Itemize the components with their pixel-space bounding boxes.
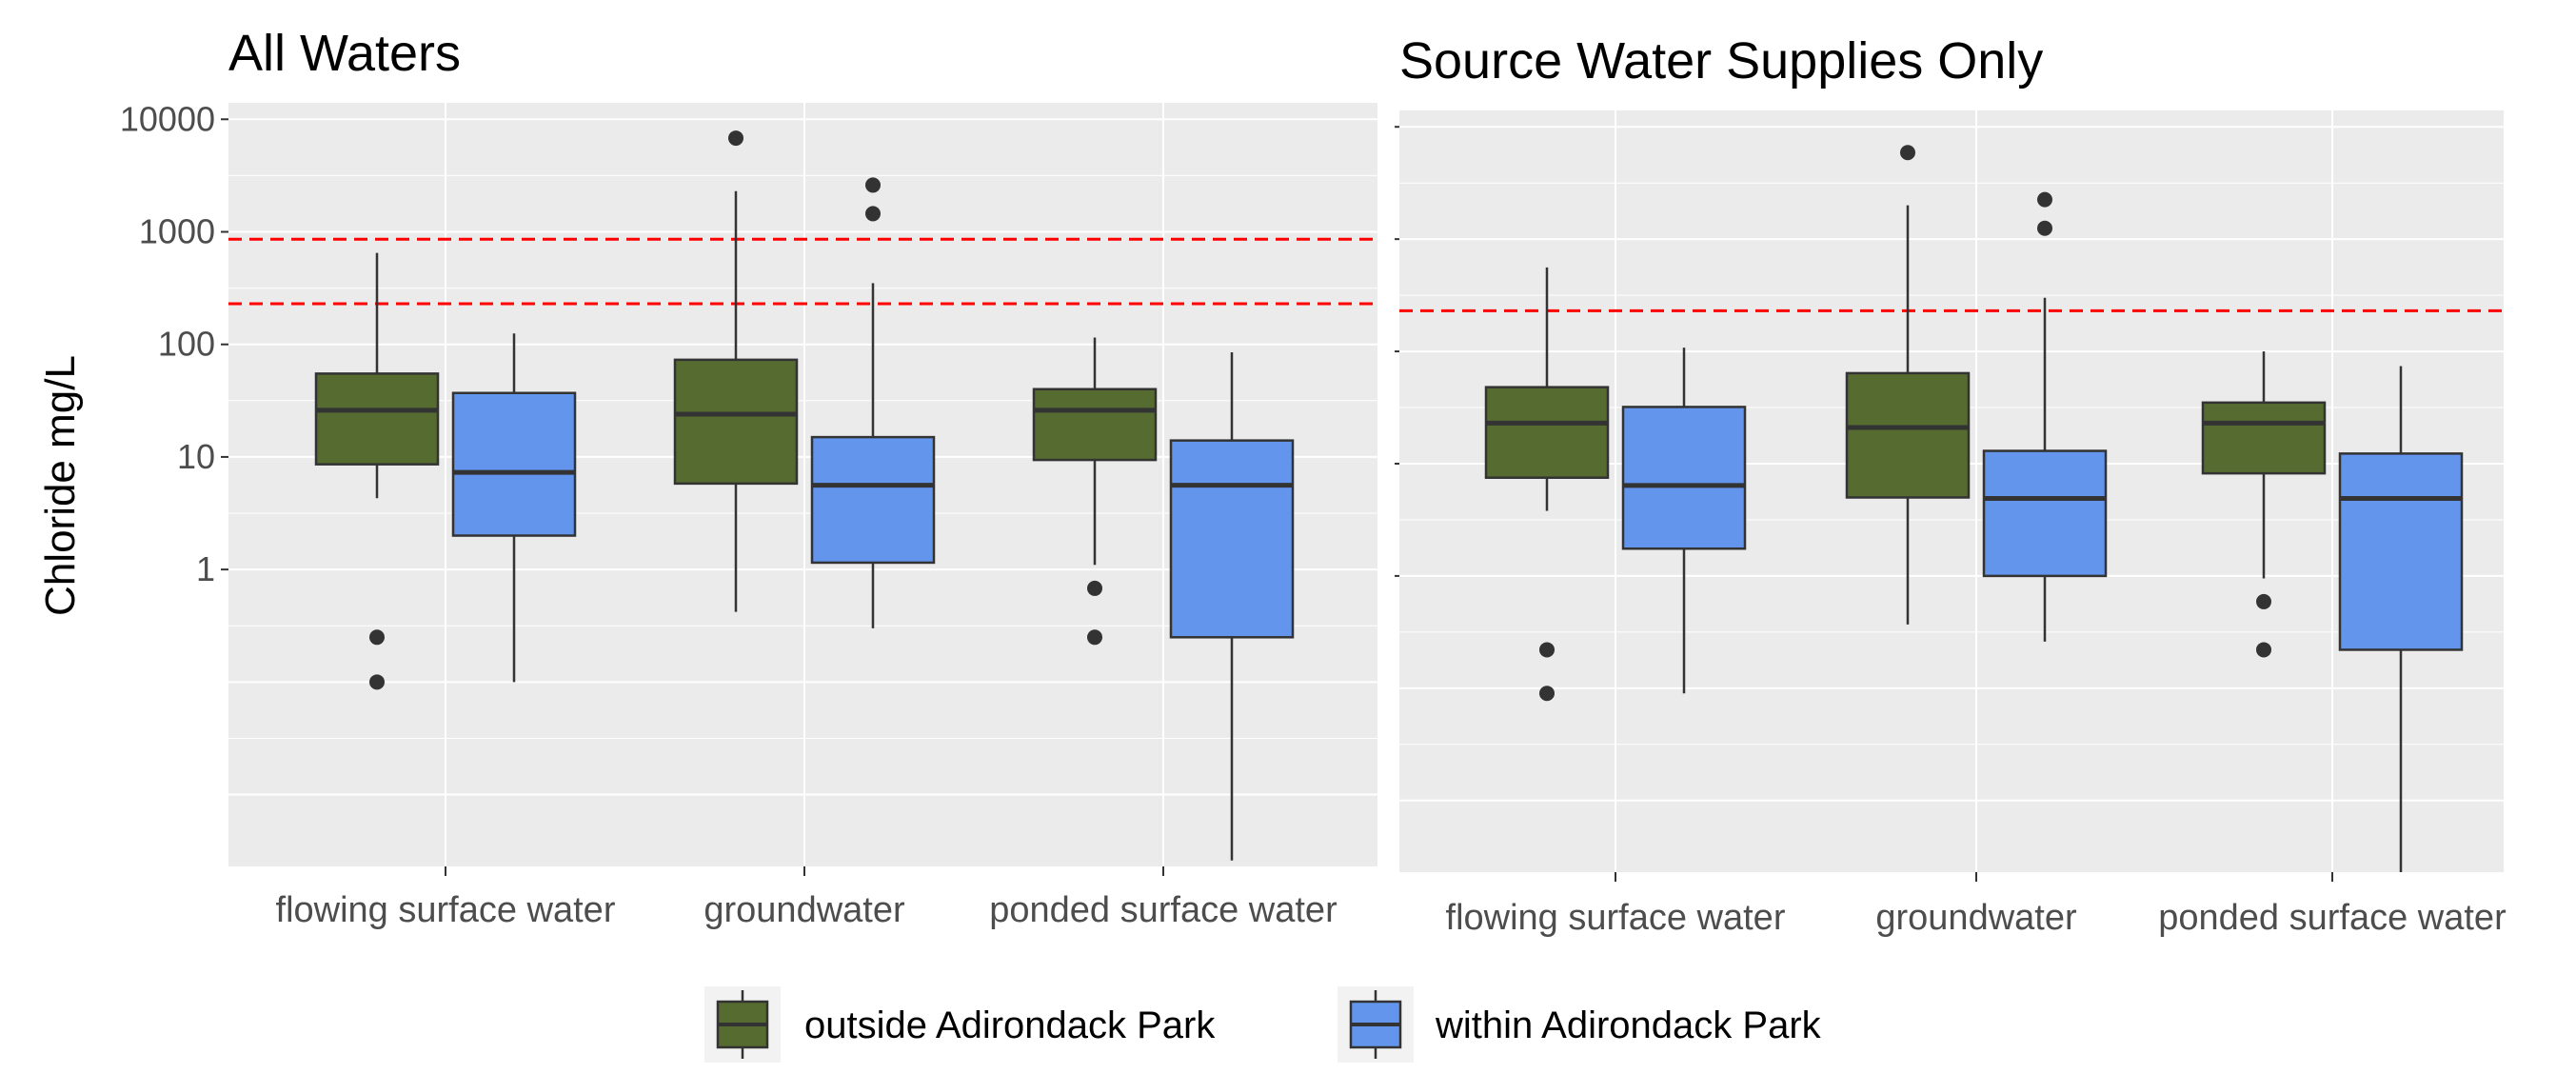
outlier-point [2256, 642, 2271, 658]
box-iqr [314, 372, 440, 466]
outlier-point [865, 206, 881, 222]
x-category-label: groundwater [703, 890, 905, 930]
box-outside-0 [314, 252, 440, 690]
box-iqr [673, 358, 799, 486]
box-within-0 [451, 333, 577, 683]
box-iqr [2338, 452, 2464, 651]
outlier-point [1087, 629, 1102, 646]
x-category-label: ponded surface water [2158, 898, 2507, 938]
x-category-label: flowing surface water [1446, 898, 1786, 938]
outlier-point [1087, 580, 1102, 596]
box-iqr [1484, 386, 1610, 479]
box-iqr [2201, 401, 2327, 475]
box-outside-1 [673, 130, 799, 612]
legend-label: outside Adirondack Park [804, 1004, 1216, 1046]
y-tick-label: 100 [158, 325, 215, 364]
outlier-point [1539, 642, 1555, 658]
legend-item-outside: outside Adirondack Park [704, 986, 1216, 1063]
y-tick-label: 1000 [139, 211, 215, 250]
outlier-point [1539, 686, 1555, 702]
outlier-point [1900, 145, 1915, 161]
y-tick-label: 10 [177, 437, 215, 476]
box-iqr [1032, 388, 1158, 462]
outlier-point [2037, 220, 2052, 236]
panel-title: Source Water Supplies Only [1399, 32, 2043, 90]
x-category-label: groundwater [1875, 898, 2077, 938]
outlier-point [369, 674, 385, 690]
box-iqr [1621, 406, 1747, 550]
box-within-2 [1169, 352, 1295, 861]
y-axis-label: Chloride mg/L [37, 355, 84, 616]
box-within-0 [1621, 348, 1747, 694]
legend-label: within Adirondack Park [1435, 1004, 1822, 1046]
outlier-point [728, 130, 743, 147]
box-outside-0 [1484, 267, 1610, 702]
panel-all-waters: 1 10 100 1000 10000 flowing surface water grou… [37, 25, 1377, 930]
box-within-1 [1982, 191, 2108, 642]
outlier-point [865, 177, 881, 193]
box-outside-2 [2201, 351, 2327, 658]
outlier-point [2256, 593, 2271, 609]
box-outside-1 [1845, 145, 1971, 625]
box-within-2 [2338, 366, 2464, 872]
box-iqr [810, 435, 936, 565]
legend: outside Adirondack Park within Adirondack… [704, 986, 1822, 1063]
legend-item-within: within Adirondack Park [1338, 986, 1822, 1063]
y-tick-label: 1 [196, 549, 215, 588]
box-iqr [1169, 439, 1295, 639]
panel-source-water-supplies: flowing surface water groundwater ponded s… [1395, 32, 2507, 938]
outlier-point [2037, 191, 2052, 208]
x-category-label: flowing surface water [276, 890, 616, 930]
y-tick-label: 10000 [120, 99, 215, 138]
box-iqr [1845, 371, 1971, 499]
panel-title: All Waters [228, 25, 461, 82]
x-category-label: ponded surface water [989, 890, 1338, 930]
box-iqr [1982, 449, 2108, 578]
box-within-1 [810, 177, 936, 628]
outlier-point [369, 629, 385, 646]
box-outside-2 [1032, 337, 1158, 646]
box-iqr [451, 391, 577, 537]
